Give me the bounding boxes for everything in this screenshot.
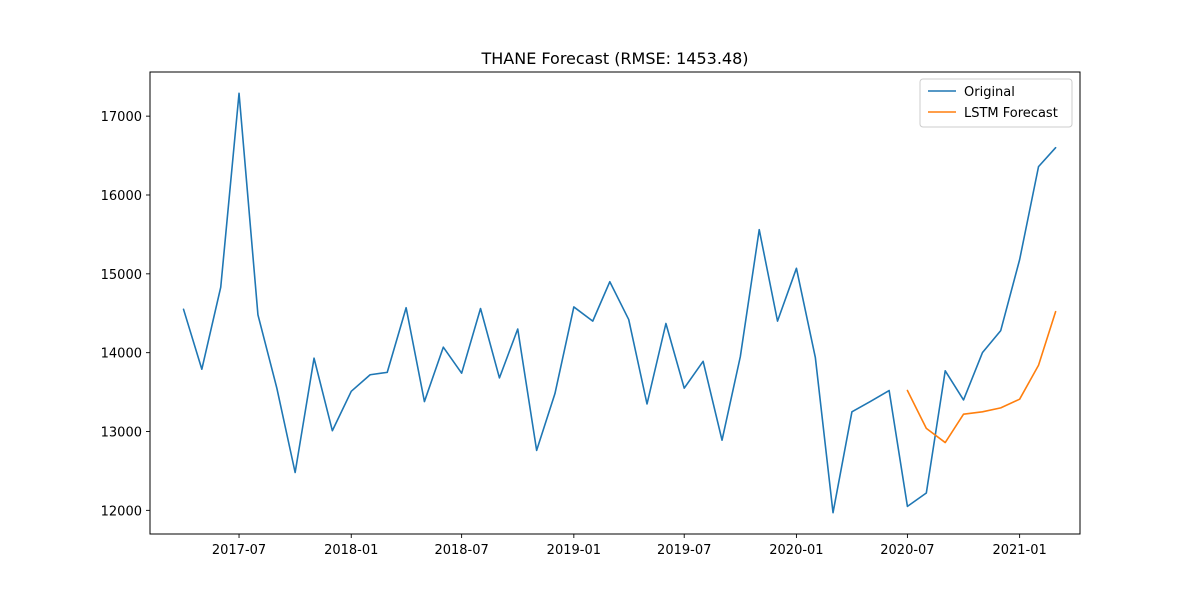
chart-title: THANE Forecast (RMSE: 1453.48) [480,49,748,68]
x-tick-label: 2021-01 [992,543,1046,558]
x-tick-label: 2018-07 [434,543,488,558]
y-tick-label: 15000 [101,268,142,283]
legend: Original LSTM Forecast [919,78,1073,128]
x-axis: 2017-07 2018-01 2018-07 2019-01 2019-07 2020-… [212,534,1047,558]
series-layer [182,92,1057,514]
x-tick-label: 2020-07 [880,543,934,558]
series-line-lstm-forecast [906,310,1057,444]
y-tick-label: 13000 [101,426,142,441]
x-tick-label: 2019-01 [547,543,601,558]
y-tick-label: 17000 [101,110,142,125]
y-tick-label: 14000 [101,347,142,362]
legend-box [919,78,1073,128]
legend-label-original: Original [964,85,1015,100]
series-line-original [182,92,1057,514]
y-tick-label: 16000 [101,189,142,204]
x-tick-label: 2018-01 [324,543,378,558]
x-tick-label: 2020-01 [769,543,823,558]
legend-label-lstm-forecast: LSTM Forecast [964,106,1058,121]
x-tick-label: 2017-07 [212,543,266,558]
x-tick-label: 2019-07 [657,543,711,558]
plot-frame [149,71,1081,535]
y-tick-label: 12000 [101,504,142,519]
y-axis: 12000 13000 14000 15000 16000 17000 [101,110,150,519]
